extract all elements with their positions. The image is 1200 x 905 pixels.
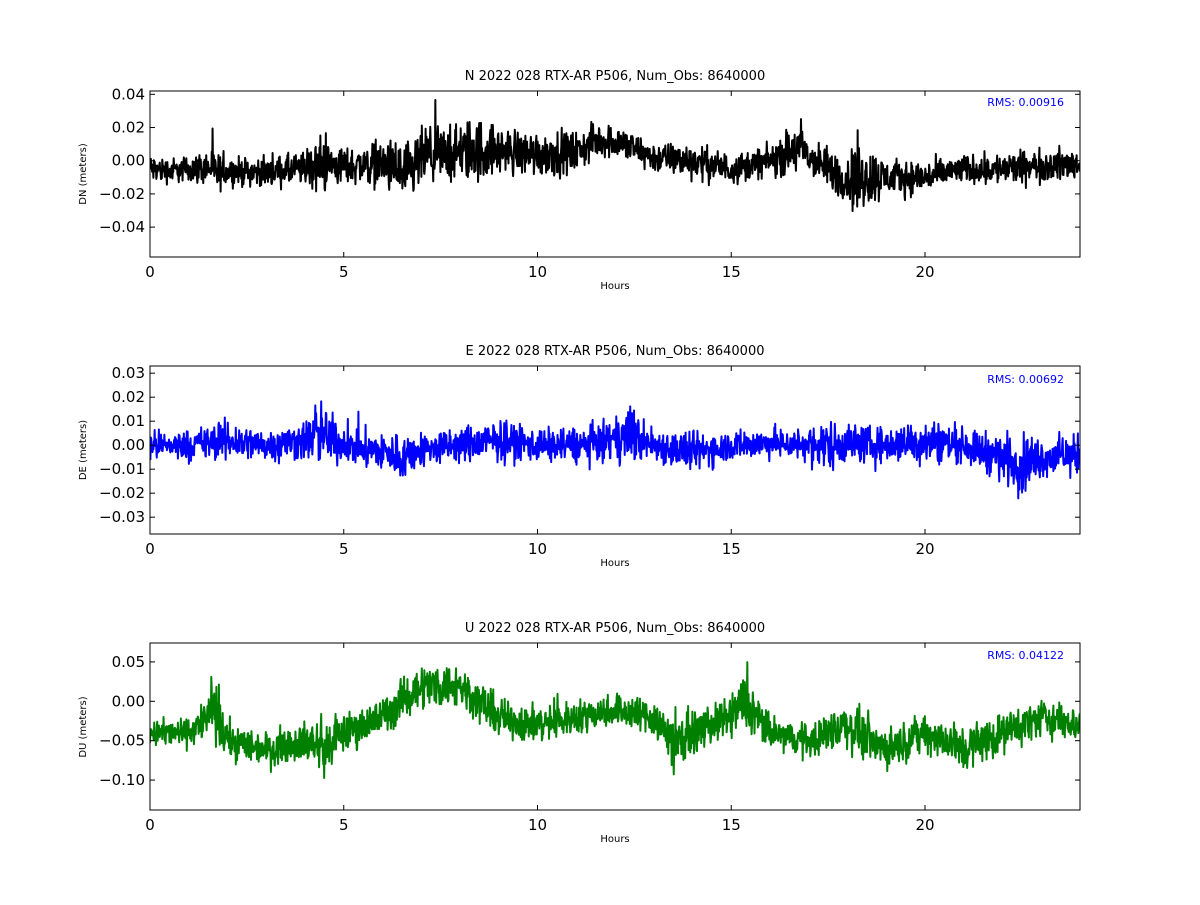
y-axis-label: DN (meters) <box>78 143 89 205</box>
x-tick-label: 0 <box>145 263 155 281</box>
x-tick-label: 10 <box>528 540 547 558</box>
y-tick-label: −0.01 <box>99 460 145 478</box>
y-tick-label: 0.01 <box>112 412 145 430</box>
rms-annotation: RMS: 0.00692 <box>987 373 1064 386</box>
y-axis-label: DU (meters) <box>78 696 89 757</box>
x-tick-label: 20 <box>915 540 934 558</box>
axes-frame <box>149 90 1081 258</box>
y-axis-label: DE (meters) <box>78 420 89 480</box>
plot-area <box>150 400 1080 500</box>
x-tick-label: 10 <box>528 263 547 281</box>
north-panel: N 2022 028 RTX-AR P506, Num_Obs: 8640000… <box>78 69 1081 292</box>
plot-area <box>150 98 1080 213</box>
x-tick-label: 0 <box>145 816 155 834</box>
east-panel: E 2022 028 RTX-AR P506, Num_Obs: 8640000… <box>78 344 1081 569</box>
x-tick-label: 5 <box>339 540 349 558</box>
y-tick-label: −0.03 <box>99 508 145 526</box>
rms-annotation: RMS: 0.04122 <box>987 649 1064 662</box>
y-tick-label: 0.00 <box>112 152 145 170</box>
y-tick-label: 0.04 <box>112 85 145 103</box>
y-tick-label: 0.00 <box>112 692 145 710</box>
y-tick-label: 0.05 <box>112 653 145 671</box>
x-axis-label: Hours <box>600 558 629 569</box>
ticks: 0 5 10 15 20 −0.03 −0.02 −0.01 0.00 0.01 0.02 0.03 <box>99 364 1080 558</box>
panel-title: E 2022 028 RTX-AR P506, Num_Obs: 8640000 <box>466 344 765 359</box>
axes-frame <box>149 365 1081 535</box>
x-tick-label: 5 <box>339 263 349 281</box>
ticks: 0 5 10 15 20 −0.10 −0.05 0.00 0.05 <box>99 643 1080 834</box>
x-axis-label: Hours <box>600 281 629 292</box>
x-tick-label: 5 <box>339 816 349 834</box>
y-tick-label: 0.02 <box>112 119 145 137</box>
x-tick-label: 15 <box>722 540 741 558</box>
x-tick-label: 15 <box>722 816 741 834</box>
y-tick-label: −0.04 <box>99 218 145 236</box>
plot-area <box>150 661 1080 780</box>
y-tick-label: −0.02 <box>99 484 145 502</box>
x-axis-label: Hours <box>600 834 629 845</box>
series-line <box>150 661 1080 780</box>
x-tick-label: 10 <box>528 816 547 834</box>
y-tick-label: 0.03 <box>112 364 145 382</box>
panel-title: N 2022 028 RTX-AR P506, Num_Obs: 8640000 <box>465 69 765 84</box>
y-tick-label: 0.00 <box>112 436 145 454</box>
y-tick-label: −0.05 <box>99 732 145 750</box>
x-tick-label: 20 <box>915 816 934 834</box>
rms-annotation: RMS: 0.00916 <box>987 96 1064 109</box>
series-line <box>150 400 1080 500</box>
up-panel: U 2022 028 RTX-AR P506, Num_Obs: 8640000… <box>78 621 1081 845</box>
y-tick-label: −0.02 <box>99 185 145 203</box>
axes-frame <box>149 642 1081 811</box>
series-line <box>150 98 1080 213</box>
y-tick-label: −0.10 <box>99 771 145 789</box>
x-tick-label: 15 <box>722 263 741 281</box>
ticks: 0 5 10 15 20 −0.04 −0.02 0.00 0.02 0.04 <box>99 85 1080 281</box>
x-tick-label: 0 <box>145 540 155 558</box>
y-tick-label: 0.02 <box>112 388 145 406</box>
x-tick-label: 20 <box>915 263 934 281</box>
panel-title: U 2022 028 RTX-AR P506, Num_Obs: 8640000 <box>465 621 765 636</box>
